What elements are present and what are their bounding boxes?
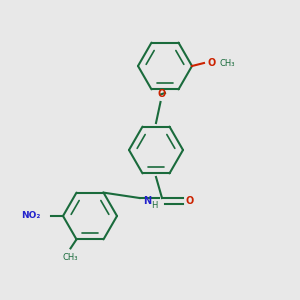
Text: O: O — [186, 196, 194, 206]
Text: O: O — [158, 89, 166, 100]
Text: N: N — [143, 196, 151, 206]
Text: O: O — [207, 58, 215, 68]
Text: CH₃: CH₃ — [219, 58, 235, 68]
Text: H: H — [151, 201, 158, 210]
Text: CH₃: CH₃ — [63, 253, 78, 262]
Text: NO₂: NO₂ — [21, 212, 40, 220]
